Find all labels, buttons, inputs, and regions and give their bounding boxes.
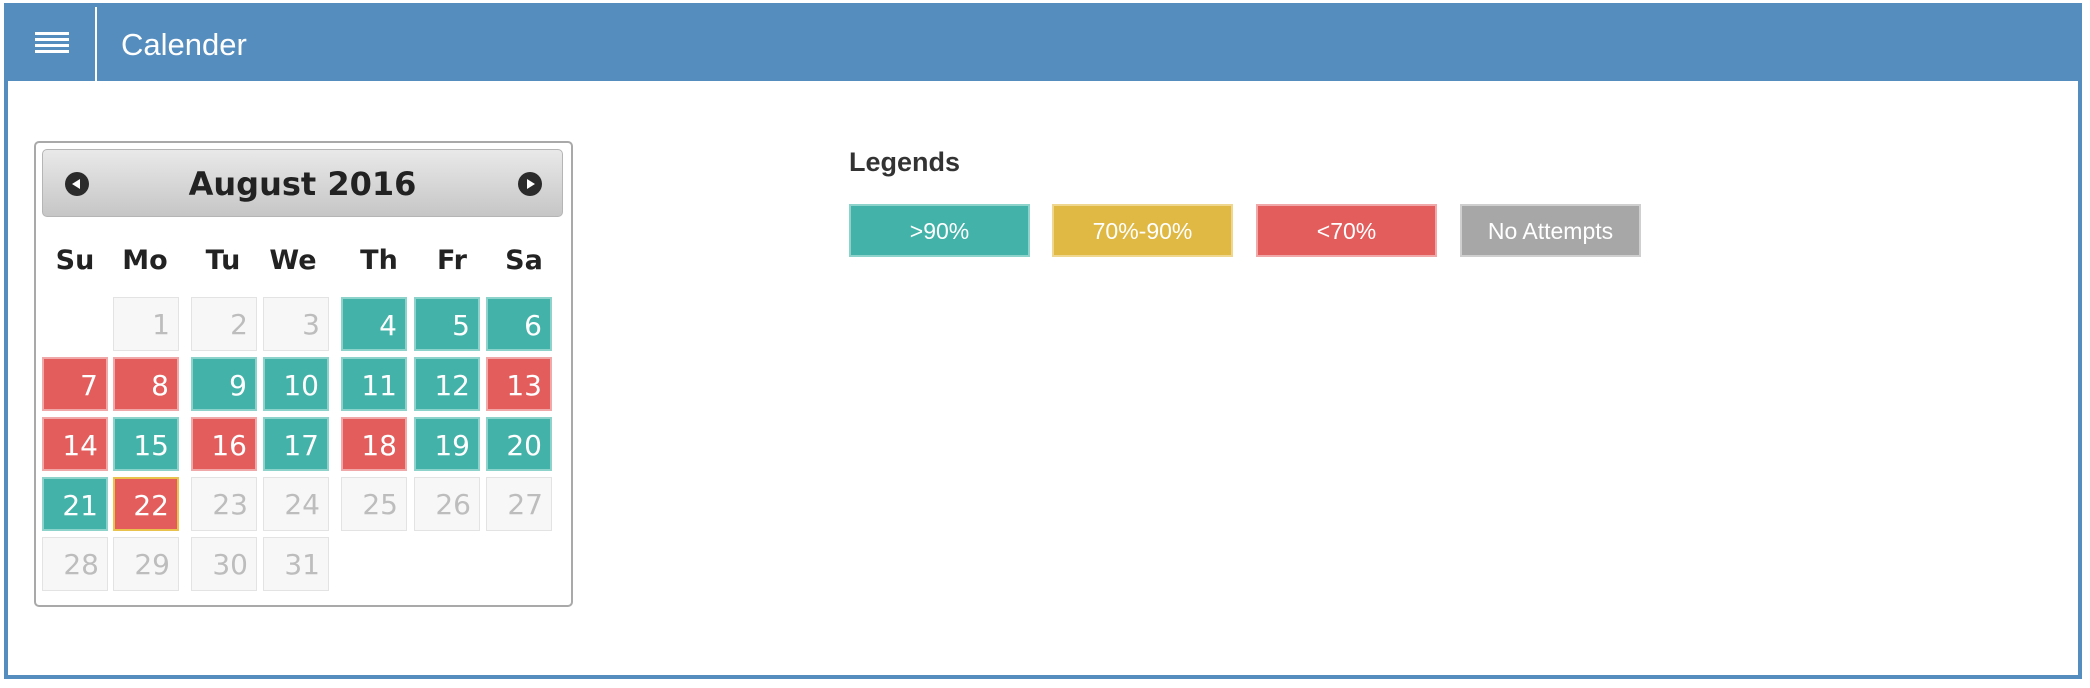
weekday-label: Tu xyxy=(205,245,241,276)
day-cell[interactable]: 6 xyxy=(486,297,552,351)
day-cell[interactable]: 27 xyxy=(486,477,552,531)
day-cell[interactable]: 18 xyxy=(341,417,407,471)
day-cell[interactable]: 1 xyxy=(113,297,179,351)
datepicker: August 2016 Su Mo Tu We Th Fr Sa 1 2 3 4 5 6 7 8 9 10 11… xyxy=(34,141,573,607)
panel-header: Calender xyxy=(8,7,2078,81)
weekday-label: We xyxy=(269,245,317,276)
weekday-label: Fr xyxy=(436,245,468,276)
legend-no-attempts: No Attempts xyxy=(1460,204,1641,257)
day-cell[interactable]: 24 xyxy=(263,477,329,531)
weekday-label: Th xyxy=(360,245,398,276)
next-month-button[interactable] xyxy=(518,172,542,196)
day-cell[interactable]: 17 xyxy=(263,417,329,471)
day-cell[interactable]: 16 xyxy=(191,417,257,471)
day-cell[interactable]: 8 xyxy=(113,357,179,411)
legend-70-90: 70%-90% xyxy=(1052,204,1233,257)
legends-title: Legends xyxy=(849,147,961,177)
legend-below-70: <70% xyxy=(1256,204,1437,257)
hamburger-icon xyxy=(34,32,69,53)
prev-month-button[interactable] xyxy=(65,172,89,196)
day-cell[interactable]: 9 xyxy=(191,357,257,411)
day-cell[interactable]: 28 xyxy=(42,537,108,591)
day-cell[interactable]: 2 xyxy=(191,297,257,351)
day-cell[interactable]: 26 xyxy=(414,477,480,531)
day-cell[interactable]: 7 xyxy=(42,357,108,411)
day-cell[interactable]: 14 xyxy=(42,417,108,471)
day-cell[interactable]: 31 xyxy=(263,537,329,591)
menu-button[interactable] xyxy=(8,7,97,81)
day-cell[interactable]: 19 xyxy=(414,417,480,471)
day-cell[interactable]: 20 xyxy=(486,417,552,471)
day-cell[interactable]: 5 xyxy=(414,297,480,351)
day-cell[interactable]: 4 xyxy=(341,297,407,351)
day-cell[interactable]: 29 xyxy=(113,537,179,591)
day-cell[interactable]: 21 xyxy=(42,477,108,531)
day-cell[interactable]: 12 xyxy=(414,357,480,411)
day-cell[interactable]: 10 xyxy=(263,357,329,411)
day-cell[interactable]: 30 xyxy=(191,537,257,591)
day-cell[interactable]: 15 xyxy=(113,417,179,471)
datepicker-header: August 2016 xyxy=(42,149,563,217)
day-cell[interactable]: 25 xyxy=(341,477,407,531)
day-cell[interactable]: 3 xyxy=(263,297,329,351)
day-cell[interactable]: 13 xyxy=(486,357,552,411)
day-cell[interactable]: 23 xyxy=(191,477,257,531)
day-cell[interactable]: 11 xyxy=(341,357,407,411)
weekday-label: Mo xyxy=(122,245,168,276)
weekday-label: Su xyxy=(55,245,95,276)
page-title: Calender xyxy=(121,27,247,62)
legend-above-90: >90% xyxy=(849,204,1030,257)
month-title: August 2016 xyxy=(188,165,417,203)
weekday-label: Sa xyxy=(505,245,543,276)
day-cell[interactable]: 22 xyxy=(113,477,179,531)
